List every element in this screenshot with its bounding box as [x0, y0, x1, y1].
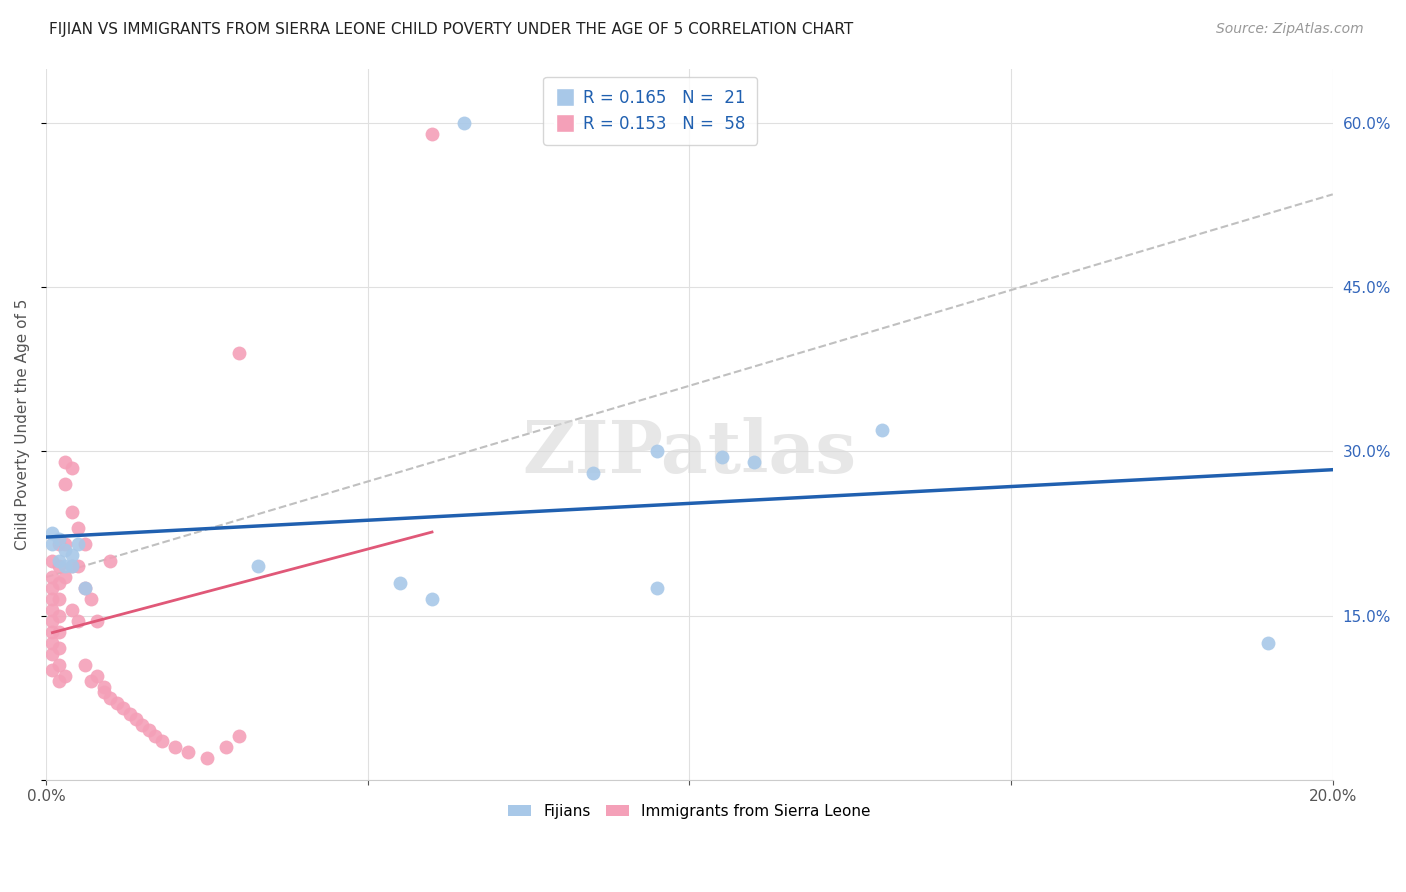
Point — [176, 745, 198, 759]
Point — [143, 729, 166, 743]
Text: ZIPatlas: ZIPatlas — [522, 417, 856, 488]
Point — [73, 537, 96, 551]
Point — [228, 346, 250, 360]
Point — [67, 537, 90, 551]
Point — [73, 581, 96, 595]
Point — [41, 663, 63, 677]
Point — [67, 559, 90, 574]
Point — [93, 680, 115, 694]
Point — [48, 657, 70, 672]
Point — [582, 467, 605, 481]
Point — [872, 423, 894, 437]
Point — [48, 554, 70, 568]
Point — [67, 521, 90, 535]
Point — [645, 444, 668, 458]
Point — [53, 570, 76, 584]
Point — [53, 559, 76, 574]
Point — [453, 116, 475, 130]
Point — [48, 624, 70, 639]
Point — [73, 657, 96, 672]
Point — [118, 706, 141, 721]
Point — [112, 701, 135, 715]
Point — [150, 734, 173, 748]
Point — [1257, 636, 1279, 650]
Point — [41, 581, 63, 595]
Point — [710, 450, 733, 464]
Legend: Fijians, Immigrants from Sierra Leone: Fijians, Immigrants from Sierra Leone — [502, 798, 877, 825]
Point — [41, 554, 63, 568]
Point — [53, 542, 76, 557]
Point — [48, 641, 70, 656]
Point — [60, 505, 83, 519]
Point — [420, 592, 443, 607]
Point — [41, 570, 63, 584]
Y-axis label: Child Poverty Under the Age of 5: Child Poverty Under the Age of 5 — [15, 299, 30, 549]
Point — [86, 668, 108, 682]
Point — [41, 592, 63, 607]
Point — [215, 739, 238, 754]
Point — [742, 455, 765, 469]
Point — [80, 592, 103, 607]
Point — [98, 690, 121, 705]
Point — [48, 575, 70, 590]
Point — [163, 739, 186, 754]
Point — [105, 696, 128, 710]
Point — [60, 559, 83, 574]
Point — [138, 723, 160, 738]
Point — [48, 559, 70, 574]
Point — [53, 668, 76, 682]
Point — [48, 608, 70, 623]
Point — [41, 614, 63, 628]
Point — [41, 636, 63, 650]
Point — [41, 537, 63, 551]
Point — [131, 718, 153, 732]
Point — [247, 559, 270, 574]
Point — [228, 729, 250, 743]
Text: Source: ZipAtlas.com: Source: ZipAtlas.com — [1216, 22, 1364, 37]
Point — [93, 685, 115, 699]
Point — [53, 477, 76, 491]
Point — [48, 674, 70, 689]
Point — [420, 127, 443, 141]
Point — [195, 750, 218, 764]
Point — [48, 537, 70, 551]
Point — [41, 526, 63, 541]
Point — [73, 581, 96, 595]
Point — [41, 624, 63, 639]
Point — [48, 532, 70, 546]
Point — [86, 614, 108, 628]
Point — [48, 592, 70, 607]
Text: FIJIAN VS IMMIGRANTS FROM SIERRA LEONE CHILD POVERTY UNDER THE AGE OF 5 CORRELAT: FIJIAN VS IMMIGRANTS FROM SIERRA LEONE C… — [49, 22, 853, 37]
Point — [67, 614, 90, 628]
Point — [60, 549, 83, 563]
Point — [80, 674, 103, 689]
Point — [53, 537, 76, 551]
Point — [41, 647, 63, 661]
Point — [41, 603, 63, 617]
Point — [645, 581, 668, 595]
Point — [60, 603, 83, 617]
Point — [53, 455, 76, 469]
Point — [388, 575, 411, 590]
Point — [60, 460, 83, 475]
Point — [125, 713, 148, 727]
Point — [60, 559, 83, 574]
Point — [98, 554, 121, 568]
